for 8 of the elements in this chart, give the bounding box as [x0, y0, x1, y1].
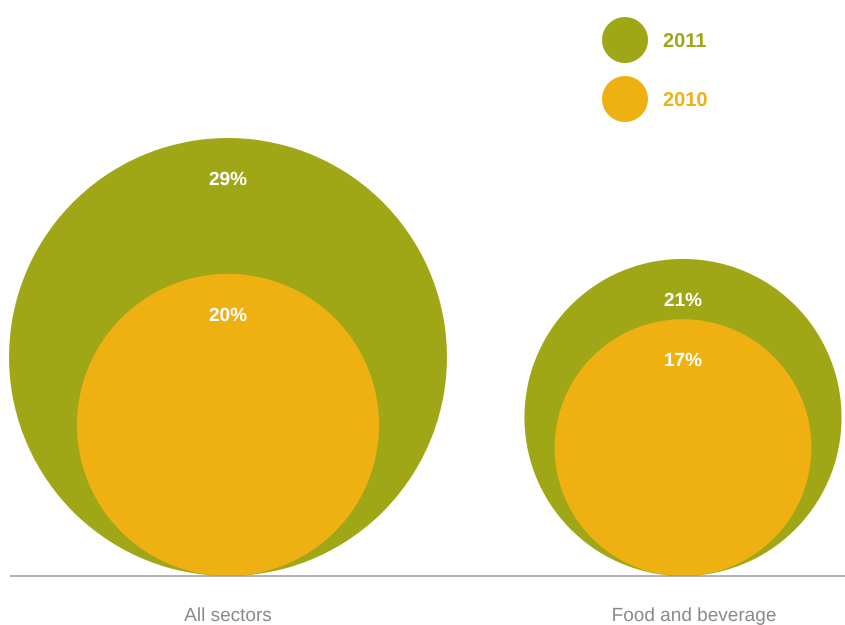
- data-label: 29%: [208, 169, 248, 190]
- x-tick-label: All sectors: [184, 605, 272, 625]
- x-tick-label: Food and beverage: [612, 605, 776, 625]
- data-label: 20%: [208, 304, 248, 326]
- legend-label: 2011: [663, 30, 706, 52]
- data-label: 17%: [664, 350, 702, 372]
- data-label: 21%: [664, 290, 702, 311]
- legend-label: 2010: [663, 89, 708, 111]
